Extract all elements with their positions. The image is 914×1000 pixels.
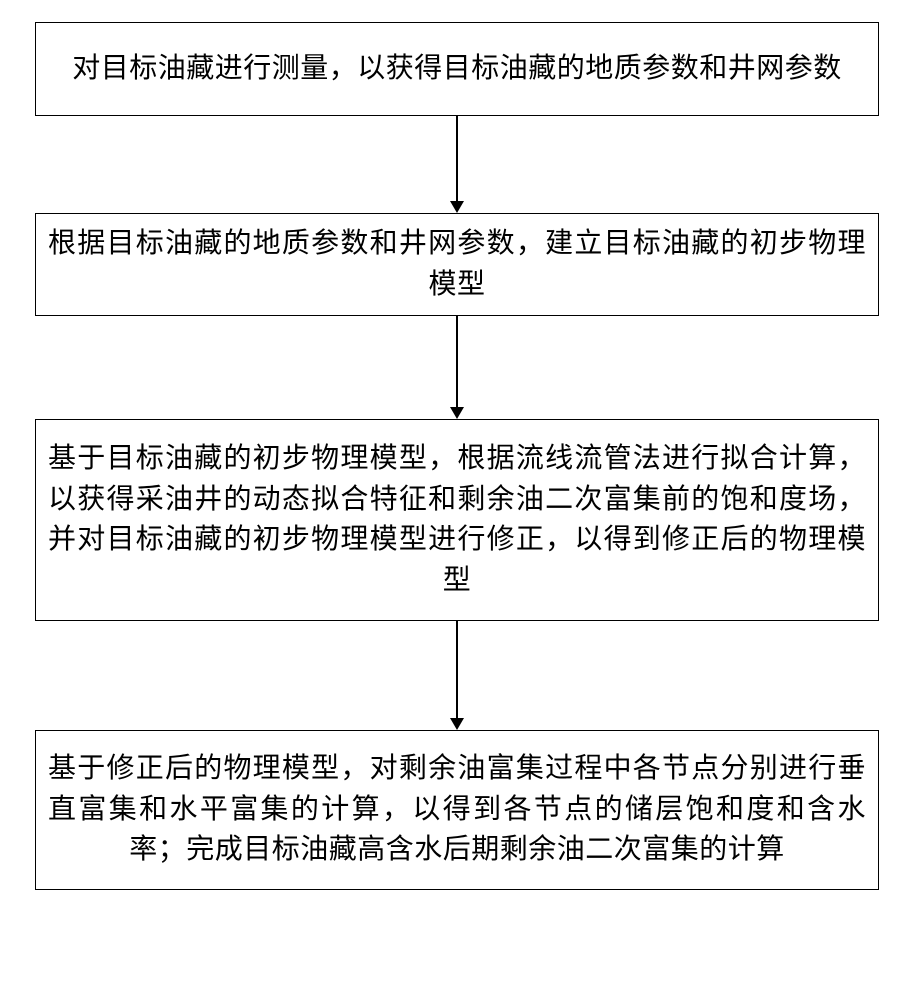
flow-node-2-text: 根据目标油藏的地质参数和井网参数，建立目标油藏的初步物理模型 <box>48 224 866 305</box>
arrow-line <box>456 116 458 202</box>
arrow-line <box>456 316 458 408</box>
flow-node-3: 基于目标油藏的初步物理模型，根据流线流管法进行拟合计算，以获得采油井的动态拟合特… <box>35 419 879 621</box>
flow-node-4: 基于修正后的物理模型，对剩余油富集过程中各节点分别进行垂直富集和水平富集的计算，… <box>35 730 879 890</box>
flow-edge-3 <box>450 621 464 730</box>
flow-node-3-text: 基于目标油藏的初步物理模型，根据流线流管法进行拟合计算，以获得采油井的动态拟合特… <box>48 439 866 601</box>
flow-node-4-text: 基于修正后的物理模型，对剩余油富集过程中各节点分别进行垂直富集和水平富集的计算，… <box>48 749 866 871</box>
flow-node-1-text: 对目标油藏进行测量，以获得目标油藏的地质参数和井网参数 <box>72 49 842 90</box>
arrow-head-icon <box>450 201 464 213</box>
arrow-line <box>456 621 458 719</box>
flow-node-1: 对目标油藏进行测量，以获得目标油藏的地质参数和井网参数 <box>35 22 879 116</box>
flow-edge-1 <box>450 116 464 213</box>
flow-node-2: 根据目标油藏的地质参数和井网参数，建立目标油藏的初步物理模型 <box>35 213 879 316</box>
arrow-head-icon <box>450 407 464 419</box>
arrow-head-icon <box>450 718 464 730</box>
flow-edge-2 <box>450 316 464 419</box>
